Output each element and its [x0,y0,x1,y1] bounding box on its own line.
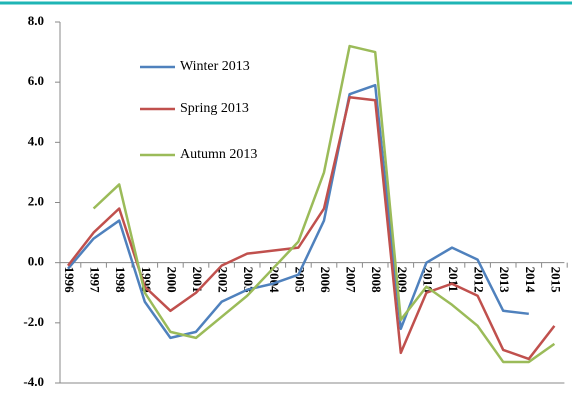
y-tick-label: 8.0 [28,13,44,28]
y-tick-label: -4.0 [23,374,44,389]
legend-label: Spring 2013 [180,101,249,116]
series-line [92,44,556,364]
legend-label: Winter 2013 [180,59,250,74]
x-tick-label: 2014 [523,267,538,294]
y-tick-label: 0.0 [28,254,44,269]
x-tick-label: 2003 [241,267,256,294]
x-tick-label: 2010 [420,267,435,293]
x-tick-label: 2001 [190,267,205,293]
y-tick-label: -2.0 [23,314,44,329]
y-tick-label: 4.0 [28,133,44,148]
x-tick-label: 2004 [267,267,282,294]
y-tick-label: 6.0 [28,73,44,88]
legend-label: Autumn 2013 [180,147,257,162]
x-tick-label: 2006 [318,267,333,294]
x-tick-label: 2007 [344,267,359,294]
x-tick-label: 2015 [548,267,563,294]
x-tick-label: 2005 [292,267,307,294]
x-tick-label: 2012 [472,267,487,293]
series-line [67,83,529,340]
x-tick-label: 1998 [113,267,128,294]
x-tick-label: 2000 [164,267,179,293]
x-tick-label: 2013 [497,267,512,294]
x-tick-label: 1997 [88,267,103,294]
x-tick-label: 2008 [369,267,384,294]
x-tick-label: 2002 [216,267,231,293]
y-tick-label: 2.0 [28,193,44,208]
x-tick-label: 1996 [62,267,77,294]
series-line [67,95,556,361]
